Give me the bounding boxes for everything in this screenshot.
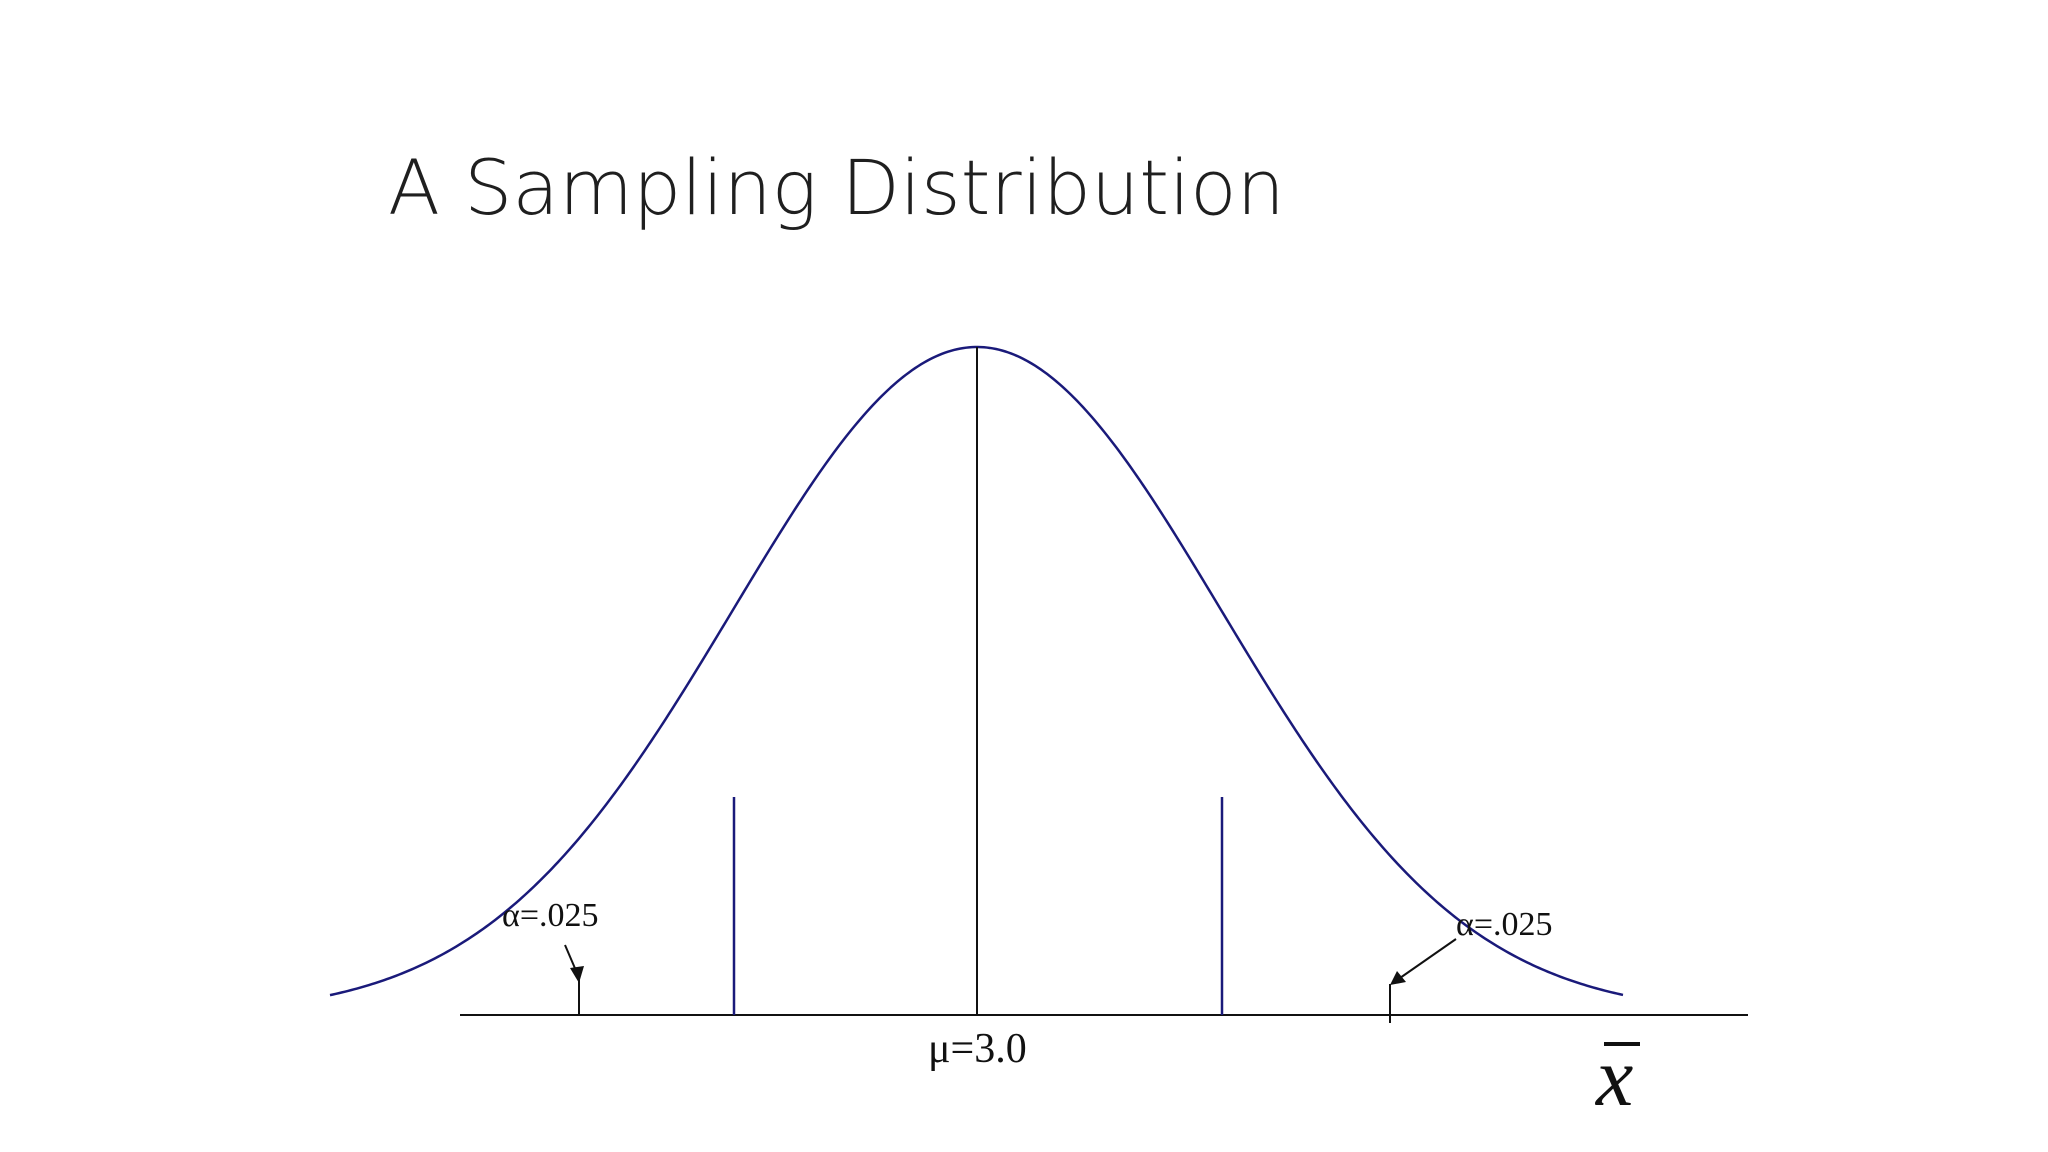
mean-label: μ=3.0 [928,1026,1027,1072]
right-tail-arrowhead [1390,971,1406,985]
right-tail-arrow [1399,938,1457,979]
right-tail-label: α=.025 [1456,906,1553,943]
x-bar-symbol: x [1594,1031,1633,1124]
left-tail-label: α=.025 [502,897,599,934]
slide-title: A Sampling Distribution [388,143,1285,232]
left-tail-arrowhead [570,966,584,983]
